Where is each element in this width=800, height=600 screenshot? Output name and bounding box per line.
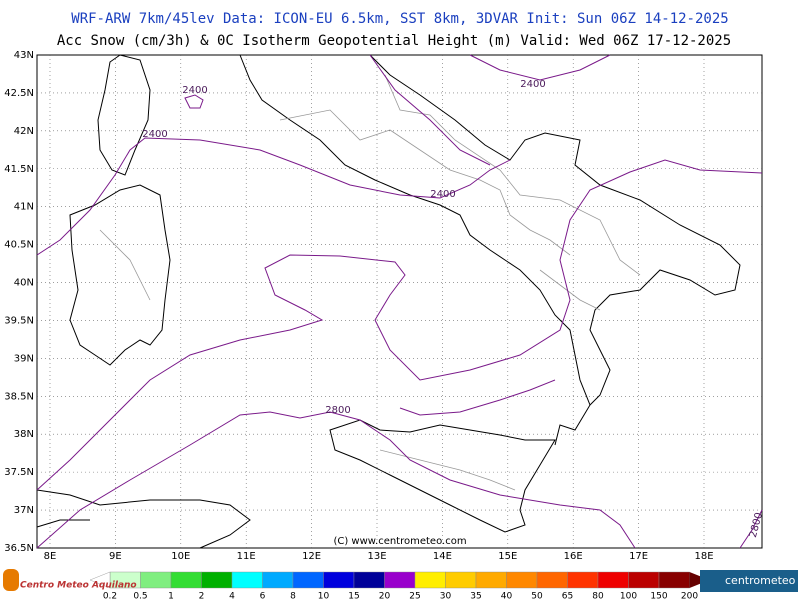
coastlines (36, 54, 741, 549)
lon-label: 9E (109, 551, 122, 562)
map-frame (36, 54, 763, 549)
legend-label: 20 (379, 592, 391, 600)
contour-label: 2400 (182, 85, 207, 96)
contour-label: 2400 (520, 79, 545, 90)
lon-label: 11E (237, 551, 256, 562)
legend-label: 65 (562, 592, 573, 600)
contour-label: 2400 (430, 189, 455, 200)
legend-swatch (506, 571, 538, 589)
legend-arrow-left (89, 571, 111, 589)
legend-swatch (628, 571, 660, 589)
legend-swatch (140, 571, 172, 589)
legend-label: 10 (318, 592, 330, 600)
legend-swatch (201, 571, 233, 589)
right-logo: centrometeo (725, 574, 796, 587)
lat-label: 39.5N (4, 315, 34, 326)
subtitle: Acc Snow (cm/3h) & 0C Isotherm Geopotent… (57, 33, 731, 49)
lon-label: 10E (171, 551, 190, 562)
legend-swatch (414, 571, 446, 589)
legend-swatch (170, 571, 202, 589)
legend-swatch (353, 571, 385, 589)
lat-label: 38N (14, 429, 34, 440)
legend-label: 15 (348, 592, 359, 600)
legend-swatch (445, 571, 477, 589)
regional-borders (99, 74, 641, 491)
legend-arrow (689, 572, 710, 588)
lon-label: 15E (498, 551, 517, 562)
left-logo-icon (3, 569, 19, 591)
legend-label: 4 (229, 592, 235, 600)
title: WRF-ARW 7km/45lev Data: ICON-EU 6.5km, S… (71, 11, 728, 27)
lon-label: 14E (433, 551, 452, 562)
legend-label: 80 (592, 592, 604, 600)
lon-label: 18E (694, 551, 713, 562)
right-logo-box (700, 570, 798, 592)
contour-label: 2400 (142, 129, 167, 140)
lon-label: 16E (564, 551, 583, 562)
lat-label: 38.5N (4, 391, 34, 402)
legend-label: 6 (260, 592, 266, 600)
legend-label: 35 (470, 592, 481, 600)
lat-label: 36.5N (4, 543, 34, 554)
lat-label: 39N (14, 353, 34, 364)
legend-label: 40 (501, 592, 513, 600)
legend-label: 2 (199, 592, 205, 600)
lat-label: 42N (14, 126, 34, 137)
lon-label: 8E (44, 551, 57, 562)
copyright: (C) www.centrometeo.com (333, 536, 466, 547)
legend-label: 0.2 (103, 592, 117, 600)
legend-label: 1 (168, 592, 174, 600)
lat-label: 42.5N (4, 88, 34, 99)
lat-label: 40.5N (4, 240, 34, 251)
graticule (37, 55, 762, 548)
legend-label: 0.5 (133, 592, 147, 600)
lon-label: 13E (367, 551, 386, 562)
lat-label: 43N (14, 50, 34, 61)
lat-label: 41.5N (4, 164, 34, 175)
legend-label: 200 (681, 592, 698, 600)
legend-swatch (292, 571, 324, 589)
legend-label: 150 (650, 592, 667, 600)
legend-swatch (323, 571, 355, 589)
legend-swatch (384, 571, 416, 589)
legend-label: 30 (440, 592, 452, 600)
legend-swatch (475, 571, 507, 589)
contour-label: 2800 (325, 405, 350, 416)
lon-label: 12E (302, 551, 321, 562)
legend: 0.2 0.5 1 2 4 6 8 10 15 20 25 30 35 40 50 65 80 100 150 200 (89, 571, 710, 600)
legend-label: 25 (409, 592, 420, 600)
lat-label: 41N (14, 202, 34, 213)
lat-label: 37.5N (4, 467, 34, 478)
legend-label: 8 (290, 592, 296, 600)
legend-label: 50 (531, 592, 543, 600)
legend-swatch (567, 571, 599, 589)
legend-swatch (262, 571, 294, 589)
left-logo: Centro Meteo Aquilano (20, 581, 137, 591)
legend-swatch (597, 571, 629, 589)
lat-label: 37N (14, 505, 34, 516)
legend-swatch (536, 571, 568, 589)
lon-label: 17E (629, 551, 648, 562)
legend-swatch (231, 571, 263, 589)
legend-label: 100 (620, 592, 637, 600)
legend-swatch (658, 571, 690, 589)
isotherm-contours (36, 54, 763, 549)
lat-label: 40N (14, 278, 34, 289)
